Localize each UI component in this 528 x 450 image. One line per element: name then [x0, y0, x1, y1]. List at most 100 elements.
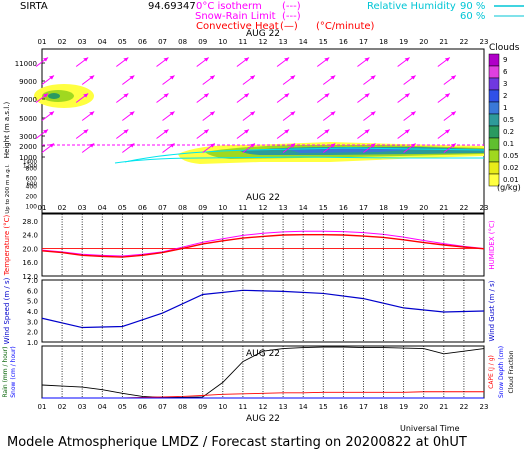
hour-tick-label: 15: [319, 204, 328, 212]
precip-ylabel-right2: Snow Depth (cm): [498, 346, 505, 398]
wind-arrow-head: [243, 93, 249, 98]
cloud-legend-swatch: [488, 137, 500, 151]
hour-tick-label: 12: [259, 38, 268, 46]
temp-ylabel: Temperature (°C): [3, 215, 11, 277]
temp-tick-label: 16.0: [22, 259, 38, 267]
wind-arrow-head: [330, 75, 336, 80]
wind-arrow-head: [324, 129, 330, 134]
wind-arrow-head: [404, 57, 410, 62]
hour-tick-label: 04: [98, 403, 107, 411]
humidex-line: [41, 230, 485, 257]
precip-ylabel-right3: Cloud Fraction: [508, 350, 515, 393]
hour-tick-label: 23: [480, 204, 489, 212]
wind-arrow-head: [49, 75, 54, 80]
hour-tick-label: 13: [279, 38, 288, 46]
wind-arrow-head: [123, 57, 129, 62]
wind-arrow-head: [209, 111, 215, 116]
hour-tick-label: 11: [238, 204, 247, 212]
cape-line: [42, 391, 484, 399]
height-tick-label: 100: [26, 204, 38, 211]
cloud-legend-level: 6: [503, 68, 508, 76]
cloud-legend-level: 0.1: [503, 140, 514, 148]
wind-arrow-head: [163, 57, 169, 62]
wind-arrow-head: [444, 57, 450, 62]
height-tick-label: 600: [26, 176, 38, 183]
height-tick-label: 1200: [23, 164, 37, 170]
cloud-legend-level: 9: [503, 56, 507, 64]
height-tick-label: 9000: [19, 78, 37, 86]
wind-arrow-head: [209, 75, 215, 80]
hour-tick-label: 07: [158, 204, 167, 212]
legend-isotherm: 0°C isotherm: [196, 1, 262, 12]
height-tick-label: 200: [26, 194, 38, 201]
hour-tick-label: 09: [198, 204, 207, 212]
height-tick-label: 11000: [15, 60, 37, 68]
hour-tick-label: 03: [78, 403, 87, 411]
wind-arrow-head: [364, 129, 370, 134]
hour-tick-label: 20: [419, 204, 428, 212]
height-tick-label: 600: [27, 182, 38, 188]
hour-tick-label: 15: [319, 403, 328, 411]
wind-arrow-head: [43, 129, 48, 134]
hour-tick-label: 04: [98, 204, 107, 212]
cloud-legend: Clouds (g/kg): [489, 43, 521, 192]
hour-tick-label: 03: [78, 204, 87, 212]
wind-arrow-head: [169, 111, 175, 116]
wind-arrow-head: [163, 129, 169, 134]
height-tick-label: 3000: [19, 133, 37, 141]
wind-arrow-head: [404, 93, 410, 98]
legend-convective: Convective Heat: [196, 21, 279, 32]
temp-tick-label: 28.0: [22, 218, 38, 226]
cloud-legend-level: 0.05: [503, 152, 519, 160]
precip-ylabel-right: CAPE (J / g): [488, 355, 495, 389]
cloud-ylabel: Height (m a.s.l.): [3, 102, 11, 159]
wind-arrow-head: [249, 75, 255, 80]
hour-tick-label: 18: [379, 204, 388, 212]
height-tick-label: 2000: [19, 143, 37, 151]
hour-tick-label: 01: [38, 403, 47, 411]
hour-tick-label: 03: [78, 38, 87, 46]
cloud-legend-level: 0.02: [503, 164, 519, 172]
temp-tick-label: 24.0: [22, 232, 38, 240]
hour-tick-label: 13: [279, 403, 288, 411]
height-tick-label: 800: [26, 166, 38, 173]
panel-frames: [41, 48, 485, 399]
date-label: AUG 22: [246, 414, 280, 424]
cloud-legend-swatch: [488, 161, 500, 175]
universal-time-label: Universal Time: [400, 424, 460, 433]
wind-arrow-head: [370, 143, 376, 148]
wind-arrow-head: [129, 143, 135, 148]
hour-tick-label: 10: [218, 38, 227, 46]
cloud-patches: [34, 84, 485, 164]
wind-arrow-head: [203, 57, 209, 62]
wind-arrow-head: [284, 129, 290, 134]
hour-tick-label: 22: [459, 403, 468, 411]
wind-tick-label: 2.0: [27, 329, 38, 337]
wind-arrow-head: [330, 143, 336, 148]
cloud-legend-swatch: [488, 77, 500, 91]
wind-arrow-head: [249, 143, 255, 148]
wind-arrow-head: [129, 111, 135, 116]
wind-arrow-head: [209, 143, 215, 148]
hour-tick-label: 15: [319, 38, 328, 46]
hour-tick-label: 19: [399, 403, 408, 411]
hour-tick-label: 10: [218, 204, 227, 212]
site-coords: 94.69347: [148, 1, 196, 12]
wind-arrow-head: [284, 57, 290, 62]
hour-tick-label: 05: [118, 38, 127, 46]
hour-tick-label: 22: [459, 38, 468, 46]
hour-tick-label: 11: [238, 38, 247, 46]
wind-ylabel-right: Wind Gust (m / s): [488, 280, 496, 341]
wind-arrow-head: [83, 129, 89, 134]
wind-arrow-head: [330, 111, 336, 116]
hour-tick-label: 07: [158, 38, 167, 46]
forecast-caption: Modele Atmospherique LMDZ / Forecast sta…: [7, 435, 467, 450]
cloud-legend-title: Clouds: [489, 43, 520, 53]
hour-tick-label: 07: [158, 403, 167, 411]
cloud-legend-level: 1: [503, 104, 507, 112]
wind-arrow-head: [364, 93, 370, 98]
cloud-legend-level: 0.5: [503, 116, 514, 124]
cloud-patch-lower-hi: [290, 148, 420, 153]
cloud-legend-swatch: [488, 89, 500, 103]
hour-tick-label: 23: [480, 403, 489, 411]
